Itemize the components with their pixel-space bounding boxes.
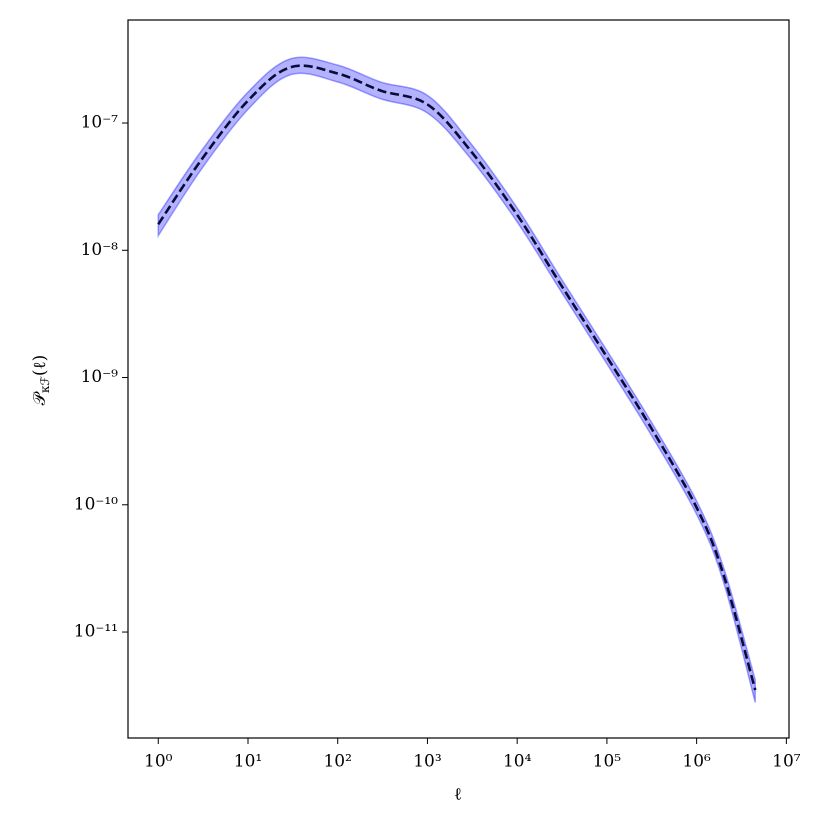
y-label-sub: κℱ (38, 376, 52, 394)
y-tick-label: 10⁻⁷ (81, 113, 119, 133)
y-tick-label: 10⁻⁹ (81, 367, 119, 387)
y-tick-label: 10⁻⁸ (81, 240, 119, 260)
y-axis-label: 𝒫κℱ(ℓ) (30, 355, 52, 406)
x-tick-label: 10⁷ (772, 752, 801, 772)
y-tick-label: 10⁻¹¹ (74, 622, 118, 642)
x-tick-label: 10⁵ (593, 752, 622, 772)
x-tick-label: 10⁰ (144, 752, 173, 772)
x-axis-label: ℓ (454, 785, 462, 805)
line (157, 64, 757, 691)
y-label-tail: (ℓ) (30, 355, 50, 376)
y-label-main: 𝒫 (30, 391, 50, 405)
plot-frame (127, 19, 790, 739)
x-tick-label: 10⁶ (682, 752, 711, 772)
x-tick-label: 10² (323, 752, 351, 772)
x-tick-label: 10³ (413, 752, 441, 772)
x-tick-label: 10⁴ (503, 752, 532, 772)
y-tick-label: 10⁻¹⁰ (74, 494, 118, 514)
x-tick-label: 10¹ (234, 752, 262, 772)
error-band (157, 56, 756, 703)
